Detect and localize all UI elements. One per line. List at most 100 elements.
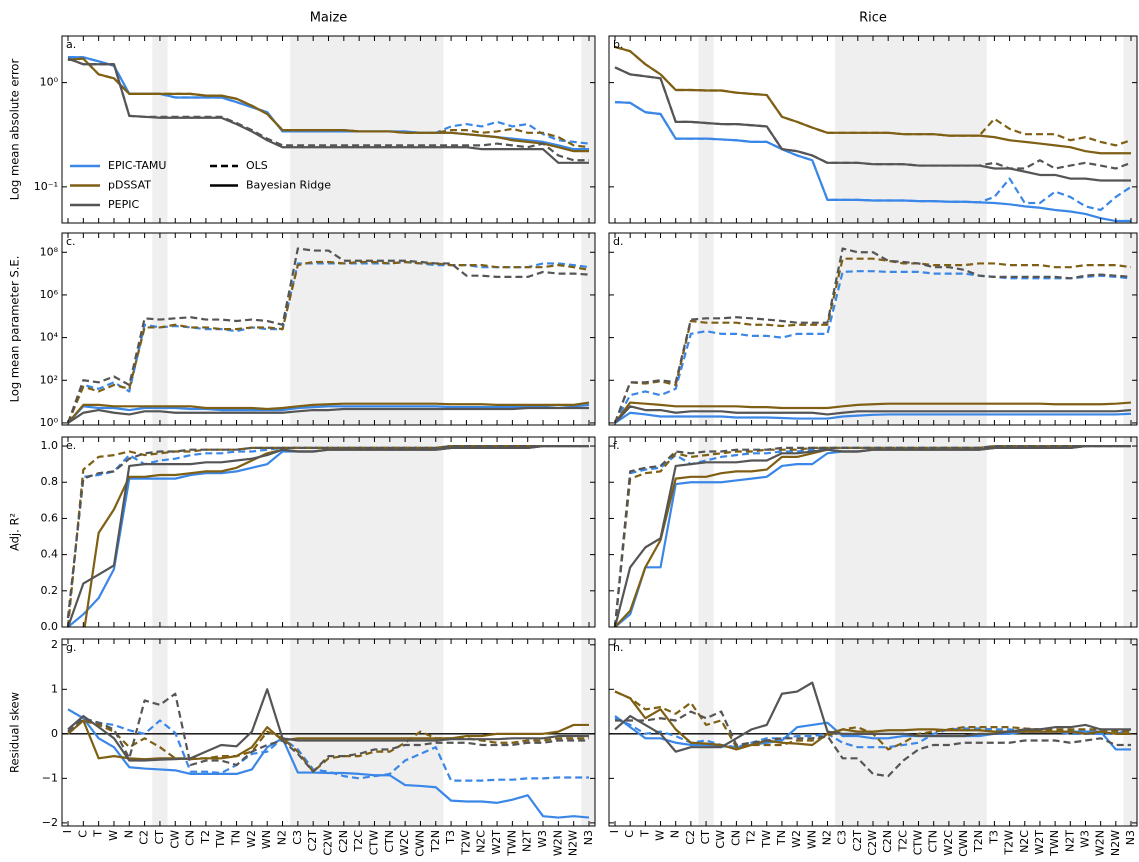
x-tick-label: CTN [383, 830, 396, 853]
x-tick-label: W2N [551, 830, 564, 856]
series-line [67, 57, 589, 164]
series-line [66, 260, 590, 424]
x-tick-label: N2 [276, 830, 289, 845]
panel-label: h. [613, 641, 623, 654]
x-tick-label: W2T [490, 830, 503, 855]
y-tick-label: 1 [51, 682, 58, 695]
y-axis-label: Residual skew [8, 692, 22, 773]
series-line [66, 444, 589, 627]
y-tick-label: 1.0 [41, 439, 59, 452]
x-tick-label: TW [760, 830, 773, 849]
x-tick-label: N2 [820, 830, 833, 845]
y-tick-label: 0.4 [41, 548, 59, 561]
x-tick-label: W3 [536, 830, 549, 848]
plot-area [66, 233, 595, 425]
x-tick-label: WN [260, 830, 273, 849]
legend-label: EPIC-TAMU [108, 159, 166, 172]
shaded-region [698, 639, 714, 826]
legend-label: PEPIC [108, 198, 139, 211]
x-tick-label: C2 [138, 830, 151, 845]
x-tick-label: I [61, 830, 74, 833]
x-tick-label: C2T [851, 830, 864, 852]
x-tick-label: CT [153, 830, 166, 845]
x-tick-label: W2N [1094, 830, 1107, 856]
shaded-region [835, 36, 987, 223]
plot-area [67, 36, 595, 223]
x-tick-label: C2N [881, 830, 894, 853]
x-tick-label: CW [714, 830, 727, 849]
shaded-region [698, 233, 714, 425]
x-tick-label: T2W [1003, 830, 1016, 856]
x-tick-label: W2 [790, 830, 803, 848]
panel: 10⁰ 10² 10⁴ 10⁶ 10⁸ c. Log mean parameter S.E. [8, 232, 596, 429]
series-line [614, 411, 1132, 424]
column-title: Rice [859, 11, 887, 26]
x-tick-label: CWN [957, 830, 970, 857]
x-tick-label: T3 [444, 830, 457, 845]
panel: f. [608, 436, 1138, 628]
x-tick-label: W3 [1078, 830, 1091, 848]
shaded-region [581, 36, 595, 223]
x-tick-label: CWN [413, 830, 426, 857]
x-tick-label: I [608, 830, 621, 833]
x-tick-label: N [122, 830, 135, 838]
x-tick-label: C2T [306, 830, 319, 852]
x-tick-label: W2C [398, 830, 411, 856]
plot-area [62, 639, 595, 826]
shaded-region [152, 639, 168, 826]
series-line [614, 681, 1131, 753]
x-tick-label: T2 [745, 830, 758, 845]
shaded-region [152, 437, 168, 627]
series-line [613, 257, 1132, 424]
x-tick-label: N3 [582, 830, 595, 845]
x-tick-label: W [654, 830, 667, 841]
plot-area [609, 639, 1137, 826]
shaded-region [1123, 36, 1137, 223]
series-line [67, 403, 590, 424]
y-tick-label: 10⁻¹ [34, 180, 58, 193]
y-tick-label: 10⁸ [40, 245, 59, 258]
x-tick-label: C2W [866, 830, 879, 856]
x-tick-label: TN [230, 830, 243, 846]
y-axis-label: Log mean parameter S.E. [8, 256, 22, 403]
x-tick-label: TW [214, 830, 227, 849]
panel: I C T W N C2 CT CW CN T2 TW TN W2 WN N2 C3 C2T C2W C2N T2C C… [608, 638, 1138, 857]
series-line [67, 688, 589, 762]
series-line [614, 405, 1132, 424]
legend-label: Bayesian Ridge [246, 179, 331, 192]
x-tick-label: W [107, 830, 120, 841]
y-tick-label: 10⁶ [40, 288, 59, 301]
series-line [614, 401, 1132, 424]
shaded-region [835, 233, 987, 425]
y-tick-label: 2 [51, 638, 58, 651]
x-tick-label: N2W [567, 830, 580, 856]
series-line [67, 719, 589, 761]
x-tick-label: TWN [505, 830, 518, 857]
plot-area [66, 437, 595, 627]
shaded-region [698, 437, 714, 627]
series-line [614, 66, 1131, 182]
y-tick-label: 10⁰ [40, 416, 59, 429]
x-tick-label: WN [805, 830, 818, 849]
y-tick-label: 0.2 [41, 584, 59, 597]
panel-label: g. [66, 641, 76, 654]
panel-label: c. [66, 235, 76, 248]
x-tick-label: TWN [1048, 830, 1061, 857]
x-tick-label: N2T [1063, 830, 1076, 852]
shaded-region [581, 437, 595, 627]
series-line [67, 406, 589, 424]
x-tick-label: CTW [367, 830, 380, 855]
x-tick-label: N [669, 830, 682, 838]
y-tick-label: 10⁰ [40, 76, 59, 89]
series-line [67, 708, 590, 819]
x-tick-label: C2 [684, 830, 697, 845]
x-tick-label: W2T [1033, 830, 1046, 855]
shaded-region [835, 437, 987, 627]
y-tick-label: 10⁴ [40, 331, 59, 344]
x-tick-label: C3 [291, 830, 304, 845]
legend: EPIC-TAMU pDSSAT PEPIC OLS Bayesian Ridge [70, 159, 331, 211]
y-tick-label: 0 [51, 727, 58, 740]
x-tick-label: N2C [1018, 830, 1031, 853]
shaded-region [581, 639, 595, 826]
x-tick-label: W2C [942, 830, 955, 856]
